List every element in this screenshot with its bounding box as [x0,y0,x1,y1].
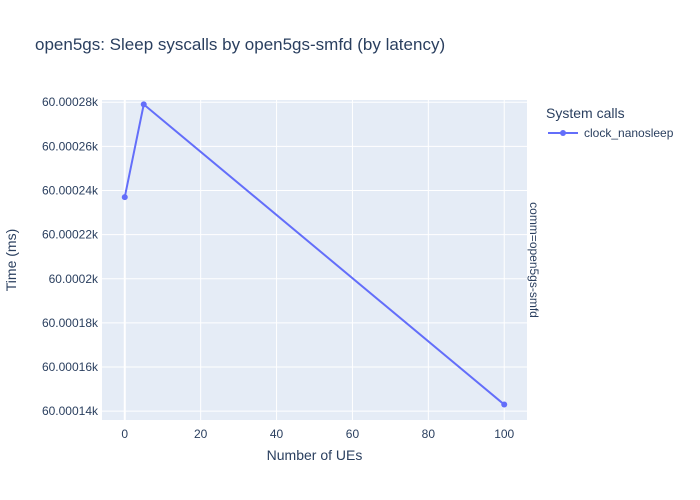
y-gridlines [102,101,527,412]
data-point[interactable] [121,194,128,201]
legend-marker-swatch [560,130,566,136]
y-axis-title: Time (ms) [3,229,19,291]
y-tick-labels: 60.00014k 60.00016k 60.00018k 60.0002k 60.00… [42,95,99,418]
y-tick-label: 60.00016k [42,360,99,374]
series-layer [121,101,508,408]
y-tick-label: 60.0002k [49,272,99,286]
x-tick-label: 100 [494,427,514,441]
data-point[interactable] [140,101,147,108]
y-tick-label: 60.00018k [42,316,99,330]
x-tick-label: 40 [270,427,284,441]
x-tick-label: 80 [422,427,436,441]
legend-title: System calls [546,105,625,121]
y-tick-label: 60.00022k [42,228,99,242]
x-tick-label: 20 [194,427,208,441]
y-tick-label: 60.00028k [42,95,99,109]
chart-title: open5gs: Sleep syscalls by open5gs-smfd … [35,35,445,54]
plot-area [102,100,527,420]
legend-item-clock-nanosleep[interactable]: clock_nanosleep [548,126,674,140]
x-tick-label: 0 [121,427,128,441]
x-axis-title: Number of UEs [267,447,363,463]
y-tick-label: 60.00026k [42,139,99,153]
facet-label: comm=open5gs-smfd [527,202,541,318]
legend-label: clock_nanosleep [584,126,674,140]
y-tick-label: 60.00014k [42,404,99,418]
x-tick-labels: 0 20 40 60 80 100 [121,427,514,441]
x-tick-label: 60 [346,427,360,441]
data-point[interactable] [501,401,508,408]
y-tick-label: 60.00024k [42,183,99,197]
